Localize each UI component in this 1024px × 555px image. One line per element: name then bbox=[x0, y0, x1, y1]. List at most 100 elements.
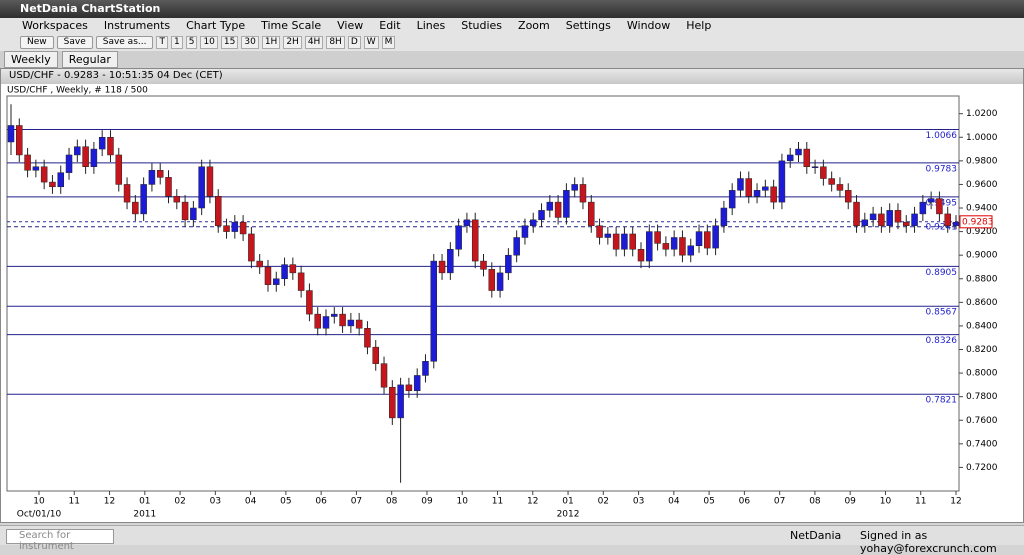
chart-header: USD/CHF - 0.9283 - 10:51:35 04 Dec (CET) bbox=[1, 69, 1023, 84]
candle-body bbox=[596, 225, 603, 238]
x-tick-label: 09 bbox=[421, 497, 433, 507]
timeframe-button[interactable]: 15 bbox=[220, 36, 239, 49]
candle-body bbox=[223, 225, 230, 232]
timeframe-button[interactable]: 10 bbox=[200, 36, 218, 49]
candle-body bbox=[828, 178, 835, 185]
candle-body bbox=[74, 146, 81, 156]
menu-item[interactable]: Chart Type bbox=[186, 19, 246, 32]
candle-body bbox=[206, 166, 214, 197]
candle-body bbox=[364, 328, 371, 348]
candle-body bbox=[107, 137, 114, 156]
menu-item[interactable]: Studies bbox=[461, 19, 503, 32]
candle-body bbox=[546, 201, 554, 211]
candle-body bbox=[471, 219, 479, 262]
timeframe-button[interactable]: 4H bbox=[304, 36, 324, 49]
timeframe-button[interactable]: T bbox=[156, 36, 168, 49]
menu-item[interactable]: Zoom bbox=[518, 19, 550, 32]
x-tick-label: 01 bbox=[139, 497, 150, 507]
x-tick-label: 10 bbox=[880, 497, 892, 507]
x-tick-label: 08 bbox=[386, 497, 398, 507]
signed-in: Signed in as yohay@forexcrunch.com bbox=[860, 529, 997, 555]
timeframe-button[interactable]: W bbox=[363, 36, 379, 49]
x-tick-label: 04 bbox=[245, 497, 257, 507]
candle-body bbox=[853, 201, 860, 226]
candle-body bbox=[57, 172, 64, 188]
candle-body bbox=[571, 184, 578, 191]
x-tick-label: 12 bbox=[104, 497, 115, 507]
candle-body bbox=[588, 201, 595, 226]
x-tick-label: 10 bbox=[33, 497, 45, 507]
candle-body bbox=[786, 154, 794, 162]
timeframe-button[interactable]: 5 bbox=[185, 36, 198, 49]
candle-body bbox=[7, 125, 15, 143]
level-label: 0.8326 bbox=[926, 336, 958, 346]
candle-body bbox=[637, 249, 645, 262]
menu-item[interactable]: Edit bbox=[379, 19, 401, 32]
candle-body bbox=[762, 186, 769, 191]
candle-body bbox=[16, 125, 23, 156]
menu-item[interactable]: View bbox=[337, 19, 364, 32]
menu-bar: Workspaces Instruments Chart Type Time Scal… bbox=[0, 18, 1024, 34]
level-label: 0.8905 bbox=[926, 268, 958, 278]
menu-item[interactable]: Lines bbox=[416, 19, 446, 32]
menu-item[interactable]: Help bbox=[686, 19, 712, 32]
candle-body bbox=[903, 221, 910, 226]
candle-body bbox=[563, 190, 570, 218]
x-tick-label: 12 bbox=[527, 497, 538, 507]
candle-body bbox=[952, 221, 960, 226]
x-tick-label: 05 bbox=[703, 497, 714, 507]
y-tick-label: 0.9600 bbox=[966, 180, 998, 190]
candle-body bbox=[115, 154, 123, 185]
candle-body bbox=[198, 166, 205, 209]
menu-item[interactable]: Workspaces bbox=[22, 19, 88, 32]
candle-body bbox=[654, 231, 661, 244]
menu-item[interactable]: Time Scale bbox=[261, 19, 322, 32]
tab[interactable]: Weekly bbox=[4, 51, 58, 68]
timeframe-button[interactable]: 30 bbox=[241, 36, 259, 49]
y-tick-label: 0.9800 bbox=[966, 156, 998, 166]
candle-body bbox=[32, 166, 40, 171]
x-tick-label: 04 bbox=[668, 497, 680, 507]
candle-body bbox=[712, 225, 719, 249]
candle-body bbox=[181, 201, 189, 221]
timeframe-button[interactable]: D bbox=[347, 36, 361, 49]
candle-body bbox=[836, 184, 844, 191]
candle-body bbox=[289, 264, 297, 274]
x-tick-label: 02 bbox=[598, 497, 609, 507]
x-tick-label: 12 bbox=[950, 497, 961, 507]
candle-body bbox=[380, 363, 388, 388]
timeframe-button[interactable]: 2H bbox=[283, 36, 302, 49]
candle-body bbox=[281, 264, 288, 280]
candle-body bbox=[413, 375, 421, 392]
toolbar-button[interactable]: New bbox=[20, 36, 54, 49]
menu-item[interactable]: Window bbox=[626, 19, 671, 32]
menu-item[interactable]: Instruments bbox=[103, 19, 171, 32]
y-tick-label: 0.7400 bbox=[966, 439, 998, 449]
candle-body bbox=[770, 186, 777, 203]
candle-body bbox=[438, 260, 446, 274]
candle-body bbox=[148, 170, 156, 185]
y-tick-label: 0.8000 bbox=[966, 369, 998, 379]
chart: USD/CHF , Weekly, # 118 / 500 1.0200 1.00… bbox=[6, 86, 998, 520]
candle-body bbox=[165, 177, 172, 197]
tab[interactable]: Regular bbox=[61, 51, 118, 68]
candle-body bbox=[422, 361, 429, 376]
tab-bar: Weekly Regular bbox=[0, 51, 1024, 68]
x-tick-label: 05 bbox=[280, 497, 291, 507]
candle-body bbox=[82, 146, 89, 167]
search-input[interactable]: Search for instrument bbox=[6, 529, 114, 552]
timeframe-button[interactable]: 1H bbox=[261, 36, 281, 49]
candle-body bbox=[720, 207, 728, 226]
candle-body bbox=[869, 213, 877, 221]
candle-body bbox=[728, 190, 736, 209]
toolbar-button[interactable]: Save as... bbox=[95, 36, 154, 49]
x-tick-label: 08 bbox=[809, 497, 821, 507]
timeframe-button[interactable]: M bbox=[381, 36, 396, 49]
toolbar-button[interactable]: Save bbox=[56, 36, 93, 49]
candle-body bbox=[40, 166, 48, 183]
timeframe-button[interactable]: 1 bbox=[170, 36, 183, 49]
menu-item[interactable]: Settings bbox=[565, 19, 611, 32]
timeframe-button[interactable]: 8H bbox=[326, 36, 345, 49]
candle-body bbox=[927, 198, 935, 203]
candle-body bbox=[604, 233, 612, 238]
